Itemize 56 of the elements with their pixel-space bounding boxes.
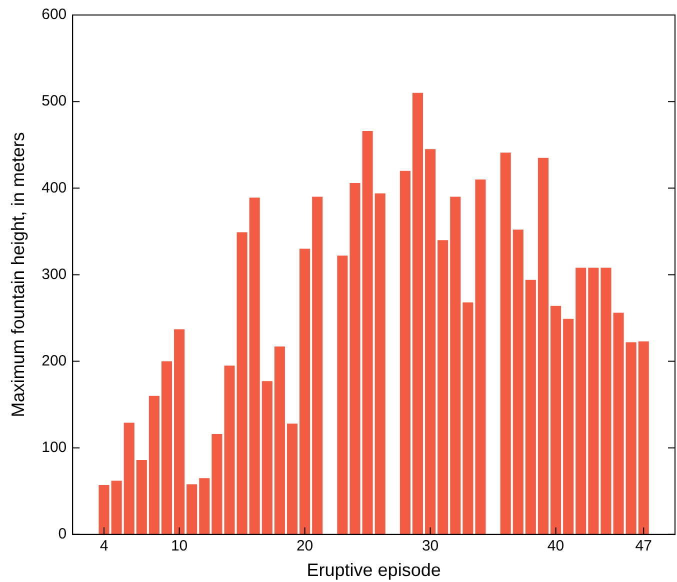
bar (576, 268, 586, 534)
bar (374, 193, 386, 534)
bar (588, 268, 599, 534)
bar (525, 280, 536, 534)
x-tick-label: 40 (547, 538, 564, 555)
y-axis-title: Maximum fountain height, in meters (8, 132, 28, 418)
y-tick-label: 0 (58, 526, 67, 543)
bar (438, 240, 448, 534)
x-tick-label: 4 (100, 538, 108, 555)
x-tick-label: 30 (422, 538, 439, 555)
bar (148, 396, 160, 534)
y-tick-label: 100 (42, 438, 67, 456)
y-tick-label: 600 (42, 6, 67, 24)
bar (224, 366, 235, 534)
y-tick-label: 400 (42, 179, 67, 196)
bar (186, 484, 198, 534)
x-tick-label: 47 (635, 538, 652, 555)
bar (249, 198, 260, 534)
bar (613, 312, 624, 534)
bar (111, 480, 122, 534)
bar (500, 152, 511, 534)
bar (626, 342, 636, 534)
bar (161, 361, 172, 534)
bar (512, 230, 524, 534)
bar (337, 256, 348, 534)
bar (450, 196, 461, 534)
y-tick-label: 300 (42, 266, 67, 283)
bar (638, 341, 649, 534)
bar (600, 268, 612, 534)
bar (262, 381, 272, 534)
bar (236, 232, 248, 534)
bar (412, 92, 424, 534)
x-tick-label: 10 (170, 538, 188, 555)
bar (136, 460, 147, 534)
bar (462, 302, 474, 534)
bar (400, 170, 410, 534)
y-tick-label: 500 (42, 92, 67, 110)
bar (538, 158, 548, 534)
bar (199, 478, 210, 534)
x-axis-title: Eruptive episode (306, 560, 441, 580)
bar (425, 149, 436, 534)
bar (300, 248, 310, 534)
bar (550, 306, 562, 534)
bar (312, 196, 323, 534)
bar (286, 424, 298, 534)
bar (362, 131, 373, 534)
bar (212, 434, 222, 534)
y-tick-label: 200 (42, 352, 67, 370)
bar (98, 485, 110, 534)
x-tick-label: 20 (296, 538, 314, 555)
bar (475, 179, 486, 534)
bar (350, 182, 360, 534)
bar (563, 318, 574, 534)
bar (124, 422, 134, 534)
bar (174, 329, 185, 534)
bar (274, 346, 285, 534)
